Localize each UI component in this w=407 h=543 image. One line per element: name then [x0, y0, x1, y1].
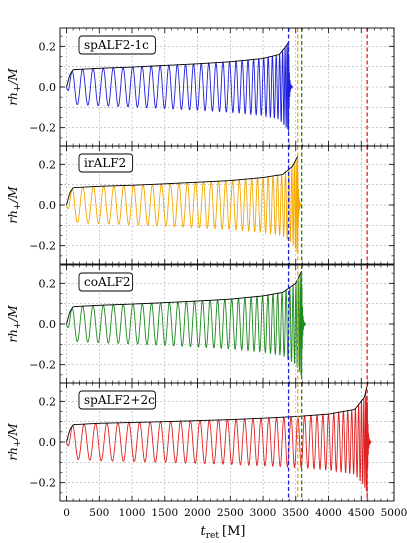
- y-tick-label: 0.0: [39, 318, 57, 331]
- panel-3: 0.2 0.0 −0.2 rh+/M coALF2: [6, 264, 395, 384]
- amplitude-envelope: [66, 270, 303, 325]
- legend-label: spALF2-1c: [84, 38, 149, 52]
- x-tick-label: 5000: [381, 507, 407, 519]
- amplitude-envelope: [66, 155, 299, 206]
- y-axis-label: rh+/M: [6, 186, 23, 224]
- y-tick-label: −0.2: [29, 240, 56, 253]
- panels-layer: 0.2 0.0 −0.2 rh+/M spALF2-1c 0.2 0.0 −0.2 rh+/M i…: [6, 27, 395, 502]
- y-axis-label: rh+/M: [6, 68, 23, 106]
- y-tick-label: 0.0: [39, 81, 57, 94]
- x-tick-label: 4000: [315, 507, 342, 519]
- legend-box: [78, 153, 134, 173]
- legend-label: spALF2+2c: [84, 393, 155, 407]
- x-tick-label: 3000: [250, 507, 277, 519]
- y-tick-label: −0.2: [29, 477, 56, 490]
- y-tick-label: 0.0: [39, 436, 57, 449]
- y-axis-label: rh+/M: [6, 305, 23, 343]
- x-tick-label: 500: [89, 507, 109, 519]
- amplitude-envelope: [66, 41, 289, 88]
- waveform-series: [66, 271, 306, 377]
- x-tick-label: 2500: [217, 507, 244, 519]
- x-tick-label: 1000: [119, 507, 146, 519]
- x-axis: 0 500 1000 1500 2000 2500 3000 3500 4000 4500 5000: [63, 507, 407, 519]
- amplitude-envelope: [66, 384, 368, 443]
- y-tick-label: 0.2: [39, 40, 57, 53]
- x-tick-label: 1500: [151, 507, 178, 519]
- x-tick-label: 0: [63, 507, 70, 519]
- x-tick-label: 4500: [348, 507, 375, 519]
- legend-box: [78, 35, 156, 55]
- panel-4: 0.2 0.0 −0.2 rh+/M spALF2+2c: [6, 382, 395, 502]
- x-axis-label: tret [M]: [201, 524, 246, 541]
- panel-1: 0.2 0.0 −0.2 rh+/M spALF2-1c: [6, 27, 395, 147]
- y-axis-label: rh+/M: [6, 423, 23, 461]
- x-tick-label: 2000: [184, 507, 211, 519]
- y-tick-label: 0.2: [39, 395, 57, 408]
- legend-label: irALF2: [84, 156, 126, 170]
- waveform-series: [66, 156, 303, 254]
- y-tick-label: 0.2: [39, 277, 57, 290]
- panel-2: 0.2 0.0 −0.2 rh+/M irALF2: [6, 145, 395, 265]
- y-tick-label: −0.2: [29, 122, 56, 135]
- y-tick-label: 0.0: [39, 199, 57, 212]
- x-tick-label: 3500: [282, 507, 309, 519]
- legend-box: [78, 272, 134, 292]
- y-tick-label: 0.2: [39, 158, 57, 171]
- legend-label: coALF2: [84, 275, 131, 289]
- legend-box: [78, 390, 156, 410]
- waveform-series: [66, 42, 293, 132]
- y-tick-label: −0.2: [29, 359, 56, 372]
